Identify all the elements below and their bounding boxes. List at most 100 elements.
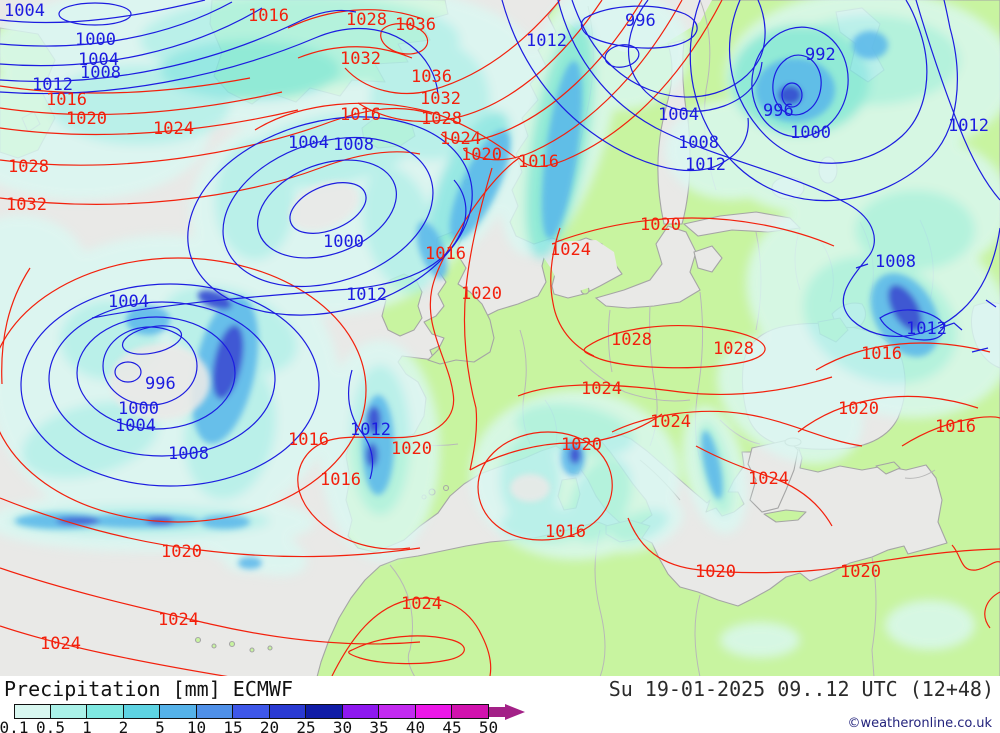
isobar-label-blue: 1012 bbox=[948, 116, 989, 136]
isobar-label-red: 1024 bbox=[153, 119, 194, 139]
isobar-label-red: 1020 bbox=[640, 215, 681, 235]
isobar-label-blue: 1004 bbox=[658, 105, 699, 125]
isobar-label-red: 1020 bbox=[461, 284, 502, 304]
isobars-high-pressure bbox=[0, 0, 1000, 677]
isobar-label-red: 1016 bbox=[935, 417, 976, 437]
colorbar-overflow-arrow bbox=[489, 704, 525, 720]
isobar-label-red: 1036 bbox=[411, 67, 452, 87]
isobar-label-red: 1016 bbox=[861, 344, 902, 364]
isobar-label-blue: 1012 bbox=[350, 420, 391, 440]
isobar-label-blue: 1004 bbox=[108, 292, 149, 312]
isobar-label-red: 1016 bbox=[288, 430, 329, 450]
isobar-label-red: 1024 bbox=[40, 634, 81, 654]
colorbar-tick-label: 45 bbox=[442, 718, 462, 733]
isobar-label-red: 1028 bbox=[8, 157, 49, 177]
colorbar-tick-label: 50 bbox=[478, 718, 499, 733]
colorbar-cell bbox=[87, 704, 124, 719]
precipitation-colorbar bbox=[14, 704, 489, 719]
isobar-label-red: 1032 bbox=[340, 49, 381, 69]
isobar-label-red: 1024 bbox=[158, 610, 199, 630]
isobar-label-blue: 1004 bbox=[78, 50, 119, 70]
colorbar-tick-label: 35 bbox=[369, 718, 389, 733]
isobar-label-blue: 1008 bbox=[168, 444, 209, 464]
isobar-label-red: 1024 bbox=[650, 412, 691, 432]
isobar-label-blue: 1012 bbox=[685, 155, 726, 175]
isobar-label-blue: 1000 bbox=[75, 30, 116, 50]
isobar-label-red: 1016 bbox=[320, 470, 361, 490]
isobar-label-blue: 1000 bbox=[118, 399, 159, 419]
colorbar-tick-label: 25 bbox=[296, 718, 316, 733]
colorbar-tick-label: 5 bbox=[155, 718, 165, 733]
colorbar-tick-label: 10 bbox=[186, 718, 207, 733]
isobar-label-blue: 1012 bbox=[346, 285, 387, 305]
isobar-label-red: 1016 bbox=[425, 244, 466, 264]
isobar-label-red: 1020 bbox=[461, 145, 502, 165]
isobar-label-blue: 1012 bbox=[32, 75, 73, 95]
isobar-label-red: 1024 bbox=[748, 469, 789, 489]
isobar-label-red: 1028 bbox=[421, 109, 462, 129]
colorbar-cell bbox=[342, 704, 379, 719]
isobar-label-blue: 996 bbox=[145, 374, 176, 394]
isobar-label-blue: 996 bbox=[625, 11, 656, 31]
isobar-label-red: 1036 bbox=[395, 15, 436, 35]
isobar-label-blue: 1008 bbox=[875, 252, 916, 272]
colorbar-tick-label: 2 bbox=[118, 718, 129, 733]
colorbar-cell bbox=[233, 704, 270, 719]
isobar-label-red: 1024 bbox=[401, 594, 442, 614]
isobar-label-red: 1028 bbox=[713, 339, 754, 359]
colorbar-tick-label: 30 bbox=[332, 718, 353, 733]
map-footer: Precipitation [mm] ECMWF Su 19-01-2025 0… bbox=[0, 676, 1000, 733]
colorbar-cell bbox=[50, 704, 87, 719]
isobar-label-red: 1020 bbox=[161, 542, 202, 562]
isobar-label-red: 1020 bbox=[840, 562, 881, 582]
colorbar-tick-label: 40 bbox=[405, 718, 426, 733]
isobar-label-red: 1016 bbox=[340, 105, 381, 125]
isobar-label-blue: 1000 bbox=[790, 123, 831, 143]
isobar-label-red: 1020 bbox=[66, 109, 107, 129]
isobar-label-blue: 1004 bbox=[4, 1, 45, 21]
isobar-label-blue: 1008 bbox=[80, 63, 121, 83]
isobar-label-red: 1024 bbox=[440, 129, 481, 149]
isobar-label-blue: 1004 bbox=[288, 133, 329, 153]
isobar-label-blue: 1008 bbox=[333, 135, 374, 155]
isobar-label-red: 1020 bbox=[695, 562, 736, 582]
colorbar-tick-label: 15 bbox=[223, 718, 243, 733]
isobar-label-red: 1016 bbox=[248, 6, 289, 26]
colorbar-cell bbox=[269, 704, 306, 719]
isobar-label-red: 1020 bbox=[391, 439, 432, 459]
precip-heavy-layer bbox=[15, 31, 940, 569]
isobar-label-blue: 1012 bbox=[906, 319, 947, 339]
isobar-label-red: 1020 bbox=[838, 399, 879, 419]
isobar-label-blue: 996 bbox=[763, 101, 794, 121]
isobar-label-blue: 1000 bbox=[323, 232, 364, 252]
colorbar-cell bbox=[415, 704, 452, 719]
isobars-low-pressure bbox=[0, 0, 1000, 487]
valid-datetime: Su 19-01-2025 09..12 UTC (12+48) bbox=[608, 677, 994, 701]
legend-title: Precipitation [mm] ECMWF bbox=[4, 677, 293, 701]
isobar-label-blue: 1004 bbox=[115, 416, 156, 436]
isobar-label-red: 1016 bbox=[518, 152, 559, 172]
isobar-label-red: 1016 bbox=[46, 90, 87, 110]
isobar-label-red: 1032 bbox=[6, 195, 47, 215]
isobar-label-blue: 992 bbox=[805, 45, 836, 65]
isobar-label-red: 1024 bbox=[581, 379, 622, 399]
isobar-label-red: 1028 bbox=[611, 330, 652, 350]
colorbar-tick-label: 0.5 bbox=[36, 718, 65, 733]
isobar-label-blue: 1008 bbox=[678, 133, 719, 153]
colorbar-cell bbox=[452, 704, 489, 719]
colorbar-cell bbox=[14, 704, 51, 719]
colorbar-cell bbox=[196, 704, 233, 719]
colorbar-tick-label: 1 bbox=[82, 718, 92, 733]
isobar-label-red: 1020 bbox=[561, 435, 602, 455]
isobar-label-red: 1024 bbox=[550, 240, 591, 260]
isobar-label-red: 1028 bbox=[346, 10, 387, 30]
colorbar-cell bbox=[160, 704, 197, 719]
isobar-label-red: 1032 bbox=[420, 89, 461, 109]
colorbar-cell bbox=[306, 704, 343, 719]
colorbar-cell bbox=[379, 704, 416, 719]
colorbar-tick-label: 20 bbox=[259, 718, 280, 733]
isobar-label-blue: 1012 bbox=[526, 31, 567, 51]
